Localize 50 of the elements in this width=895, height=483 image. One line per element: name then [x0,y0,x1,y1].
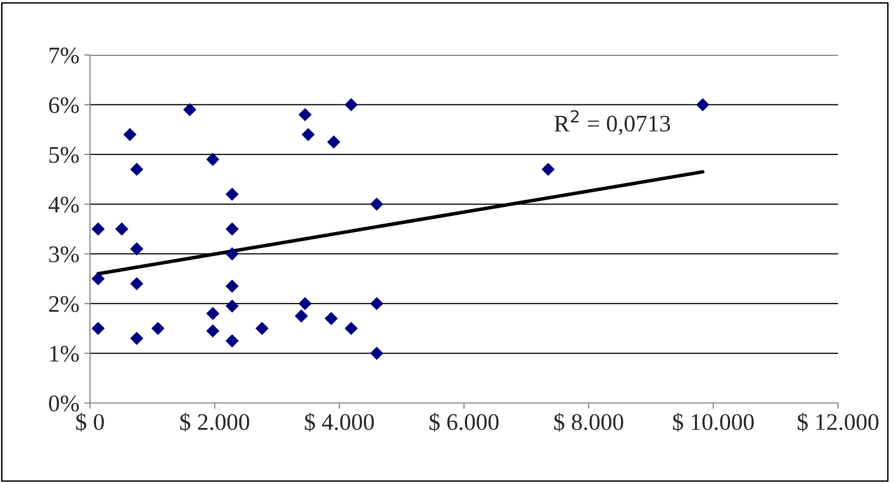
x-tick-label: $ 8.000 [554,412,624,432]
point [344,98,358,112]
y-tick-label: 1% [50,346,79,362]
y-tick-label: 6% [49,97,79,114]
point [255,322,269,336]
point [344,322,358,336]
point [115,222,128,236]
x-tick-label: $ 12.000 [798,412,878,432]
point [696,98,710,112]
point [324,312,338,326]
x-tick-label: $ 0 [76,412,104,432]
x-tick-label: $ 4.000 [304,412,374,432]
point [370,346,384,360]
point [294,309,308,323]
point [298,296,312,310]
point [206,306,220,320]
point [542,162,555,176]
point [226,188,239,201]
point [130,162,144,176]
point [370,296,384,310]
point [92,222,105,236]
point [298,108,312,122]
point [130,332,144,345]
point [123,128,136,142]
point [226,280,239,293]
annotation: R$^{2}$ = 0,0713 [554,110,670,136]
point [130,277,144,290]
point [226,247,239,260]
point [130,242,144,256]
x-tick-label: $ 10.000 [673,412,754,432]
y-tick-label: 2% [49,296,79,312]
point [206,152,220,166]
y-tick-label: 4% [48,196,79,213]
point [302,128,315,142]
point [92,272,105,286]
point [226,299,239,313]
y-tick-label: 5% [49,146,79,163]
point [327,135,340,149]
point [370,198,384,211]
x-tick-label: $ 2.000 [180,412,250,432]
y-tick-label: 0% [49,395,79,412]
point [92,322,105,336]
y-tick-label: 7% [50,47,79,64]
x-tick-label: $ 6.000 [430,412,499,432]
point [151,322,165,336]
point [206,324,220,338]
point [226,222,239,236]
point [226,334,239,348]
y-tick-label: 3% [49,246,79,262]
point [183,103,196,116]
